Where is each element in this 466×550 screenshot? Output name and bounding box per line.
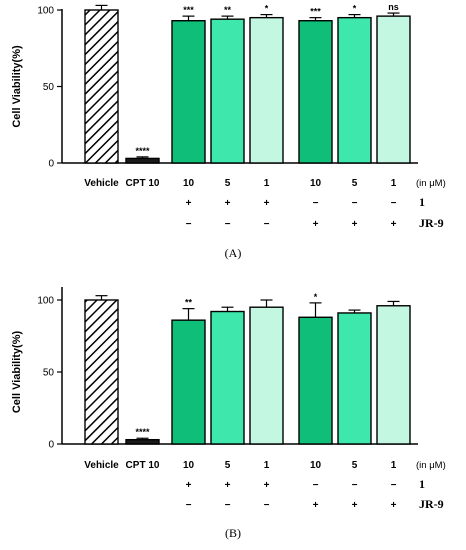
bar — [298, 20, 333, 164]
treatment-sign: − — [186, 219, 192, 230]
treatment-sign: − — [313, 198, 319, 209]
significance-label: * — [353, 4, 357, 14]
bar — [125, 438, 160, 445]
treatment-row-label: 1 — [419, 477, 425, 491]
treatment-sign: − — [352, 198, 358, 209]
treatment-sign: − — [391, 198, 397, 209]
significance-label: *** — [310, 7, 321, 17]
treatment-row-label: 1 — [419, 195, 425, 209]
treatment-sign: − — [225, 500, 231, 511]
panel-label: (B) — [225, 526, 241, 540]
category-label: 1 — [264, 460, 270, 471]
panel-label: (A) — [225, 246, 242, 260]
y-axis-label: Cell Viability(%) — [11, 331, 23, 414]
treatment-sign: + — [313, 500, 319, 511]
treatment-sign: − — [225, 219, 231, 230]
bar — [249, 16, 284, 164]
treatment-sign: + — [313, 219, 319, 230]
y-tick-label: 0 — [48, 440, 54, 451]
treatment-sign: − — [313, 480, 319, 491]
treatment-sign: + — [352, 219, 358, 230]
bar — [376, 305, 411, 445]
treatment-sign: + — [186, 198, 192, 209]
treatment-sign: − — [264, 219, 270, 230]
significance-label: ns — [388, 2, 399, 12]
significance-label: ** — [224, 5, 232, 15]
category-label: 1 — [264, 178, 270, 189]
bar — [171, 319, 206, 445]
y-tick-label: 50 — [43, 82, 55, 93]
y-tick-label: 100 — [37, 6, 54, 17]
y-tick-label: 100 — [37, 296, 54, 307]
bar — [376, 15, 411, 164]
significance-label: ** — [185, 298, 193, 308]
bar — [210, 18, 245, 164]
y-tick-label: 0 — [48, 159, 54, 170]
treatment-sign: + — [264, 198, 270, 209]
bar — [171, 20, 206, 164]
y-tick-label: 50 — [43, 368, 55, 379]
panel-b-chart: 0 50 100 Cell Viability(%) Vehicle **** CPT 10… — [11, 287, 446, 540]
category-label: 1 — [391, 460, 397, 471]
treatment-row-label: JR-9 — [419, 216, 444, 230]
bar — [84, 9, 119, 164]
treatment-sign: + — [225, 480, 231, 491]
category-label: CPT 10 — [126, 178, 160, 189]
treatment-sign: + — [264, 480, 270, 491]
treatment-sign: − — [264, 500, 270, 511]
treatment-sign: − — [391, 480, 397, 491]
bar — [210, 310, 245, 445]
treatment-sign: + — [352, 500, 358, 511]
category-label: 5 — [352, 460, 358, 471]
unit-label: (in μM) — [416, 460, 446, 471]
category-label: Vehicle — [84, 460, 119, 471]
category-label: 10 — [310, 178, 322, 189]
category-label: 5 — [225, 460, 231, 471]
significance-label: * — [314, 292, 318, 302]
unit-label: (in μM) — [416, 178, 446, 189]
treatment-sign: − — [186, 500, 192, 511]
category-label: 10 — [183, 178, 195, 189]
bar — [249, 306, 284, 445]
y-axis-label: Cell Viability(%) — [11, 45, 23, 128]
treatment-sign: + — [186, 480, 192, 491]
treatment-sign: + — [225, 198, 231, 209]
category-label: 10 — [183, 460, 195, 471]
bar — [298, 316, 333, 445]
treatment-sign: + — [391, 219, 397, 230]
treatment-sign: − — [352, 480, 358, 491]
significance-label: * — [265, 4, 269, 14]
significance-label: *** — [183, 5, 194, 15]
significance-label: **** — [135, 146, 150, 156]
category-label: 1 — [391, 178, 397, 189]
category-label: Vehicle — [84, 178, 119, 189]
category-label: CPT 10 — [126, 460, 160, 471]
bar — [337, 16, 372, 164]
treatment-row-label: JR-9 — [419, 497, 444, 511]
bar — [337, 312, 372, 445]
bar — [125, 157, 160, 164]
bar — [84, 299, 119, 445]
treatment-sign: + — [391, 500, 397, 511]
category-label: 10 — [310, 460, 322, 471]
category-label: 5 — [225, 178, 231, 189]
significance-label: **** — [135, 427, 150, 437]
category-label: 5 — [352, 178, 358, 189]
